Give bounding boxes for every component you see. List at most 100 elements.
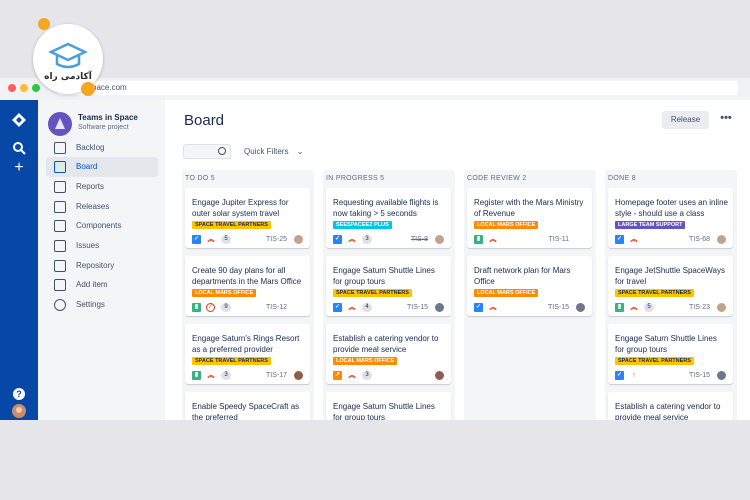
issue-card[interactable]: Engage Jupiter Express for outer solar s… <box>185 188 310 248</box>
quick-filters-dropdown[interactable]: Quick Filters ⌄ <box>244 147 303 156</box>
issue-key[interactable]: TIS-15 <box>406 304 428 311</box>
issue-card[interactable]: Engage Saturn's Rings Resort as a prefer… <box>185 324 310 384</box>
issue-key[interactable]: TIS-12 <box>265 304 287 311</box>
user-avatar[interactable] <box>11 403 27 419</box>
release-button[interactable]: Release <box>662 111 709 129</box>
issue-key[interactable]: TIS-15 <box>688 372 710 379</box>
issue-key[interactable]: TIS-11 <box>548 236 570 243</box>
epic-label: LOCAL MARS OFFICE <box>192 289 257 297</box>
issue-card[interactable]: Establish a catering vendor to provide m… <box>326 324 451 384</box>
issue-card[interactable]: Draft network plan for Mars Office LOCAL… <box>467 256 592 316</box>
sidebar-item-label: Repository <box>76 261 115 270</box>
plus-icon[interactable]: + <box>14 159 24 176</box>
assignee-avatar <box>716 234 727 245</box>
improvement-type-icon: ↗ <box>333 371 342 380</box>
card-summary: Engage JetShuttle SpaceWays for travel <box>615 266 725 286</box>
column-title: IN PROGRESS <box>326 175 378 182</box>
column-title: DONE <box>608 175 630 182</box>
board-icon <box>54 161 66 173</box>
sidebar-item-settings[interactable]: Settings <box>46 295 158 315</box>
board-main: Board Release ••• Quick Filters ⌄ TO DO … <box>165 100 750 420</box>
issue-key[interactable]: TIS-17 <box>265 372 287 379</box>
card-summary: Homepage footer uses an inline style - s… <box>615 198 728 218</box>
assignee-avatar <box>575 302 586 313</box>
card-summary: Engage Saturn's Rings Resort as a prefer… <box>192 334 300 354</box>
issue-card[interactable]: Engage Saturn Shuttle Lines for group to… <box>326 392 451 420</box>
issue-card[interactable]: Create 90 day plans for all departments … <box>185 256 310 316</box>
epic-label: LOCAL MARS OFFICE <box>333 357 398 365</box>
project-sidebar: Teams in Space Software project Backlog … <box>38 100 165 420</box>
column-title: TO DO <box>185 175 209 182</box>
issue-card[interactable]: Engage JetShuttle SpaceWays for travel S… <box>608 256 733 316</box>
issue-card[interactable]: Requesting available flights is now taki… <box>326 188 451 248</box>
board-column-done: DONE 8 Homepage footer uses an inline st… <box>605 170 737 420</box>
jira-logo-icon[interactable] <box>11 112 27 128</box>
epic-label: SEESPACEEZ PLUS <box>333 221 392 229</box>
sidebar-item-releases[interactable]: Releases <box>46 197 158 217</box>
epic-label: SPACE TRAVEL PARTNERS <box>192 357 271 365</box>
sidebar-item-label: Issues <box>76 241 100 250</box>
sidebar-item-repository[interactable]: Repository <box>46 256 158 276</box>
sidebar-item-reports[interactable]: Reports <box>46 177 158 197</box>
minimize-window-dot[interactable] <box>20 84 28 92</box>
epic-label: LOCAL MARS OFFICE <box>474 221 539 229</box>
logo-accent-dot <box>81 82 95 96</box>
project-name: Teams in Space <box>78 113 138 122</box>
assignee-avatar <box>293 234 304 245</box>
issue-card[interactable]: Engage Saturn Shuttle Lines for group to… <box>326 256 451 316</box>
sidebar-item-backlog[interactable]: Backlog <box>46 138 158 158</box>
close-window-dot[interactable] <box>8 84 16 92</box>
help-icon[interactable]: ? <box>11 386 27 402</box>
issue-key[interactable]: TIS-8 <box>410 236 428 243</box>
task-type-icon: ✓ <box>615 371 624 380</box>
issue-key[interactable]: TIS-68 <box>688 236 710 243</box>
more-actions-button[interactable]: ••• <box>720 112 732 124</box>
epic-label: SPACE TRAVEL PARTNERS <box>615 289 694 297</box>
issue-key[interactable]: TIS-23 <box>688 304 710 311</box>
settings-icon <box>54 299 66 311</box>
issue-card[interactable]: Register with the Mars Ministry of Reven… <box>467 188 592 248</box>
task-type-icon: ✓ <box>474 303 483 312</box>
column-count: 5 <box>380 175 385 182</box>
sidebar-item-add-item[interactable]: Add item <box>46 275 158 295</box>
sidebar-item-label: Backlog <box>76 143 105 152</box>
academy-logo: آکادمی راه <box>33 18 103 102</box>
project-avatar <box>48 112 72 136</box>
issue-card[interactable]: Engage Saturn Shuttle Lines for group to… <box>608 324 733 384</box>
sidebar-item-label: Components <box>76 221 122 230</box>
story-type-icon: ▮ <box>192 371 201 380</box>
column-count: 8 <box>631 175 636 182</box>
issue-card[interactable]: Enable Speedy SpaceCraft as the preferre… <box>185 392 310 420</box>
repository-icon <box>54 260 66 272</box>
address-bar[interactable]: space.com <box>58 81 738 95</box>
card-summary: Establish a catering vendor to provide m… <box>333 334 439 354</box>
assignee-avatar <box>434 234 445 245</box>
sidebar-item-components[interactable]: Components <box>46 216 158 236</box>
card-summary: Establish a catering vendor to provide m… <box>615 402 721 420</box>
column-header: TO DO 5 <box>185 175 215 182</box>
maximize-window-dot[interactable] <box>32 84 40 92</box>
column-header: DONE 8 <box>608 175 636 182</box>
sidebar-item-issues[interactable]: Issues <box>46 236 158 256</box>
issue-key[interactable]: TIS-25 <box>265 236 287 243</box>
issue-card[interactable]: Homepage footer uses an inline style - s… <box>608 188 733 248</box>
svg-text:?: ? <box>16 389 22 399</box>
issue-key[interactable]: TIS-15 <box>547 304 569 311</box>
issue-card[interactable]: Establish a catering vendor to provide m… <box>608 392 733 420</box>
board-column-code-review: CODE REVIEW 2 Register with the Mars Min… <box>464 170 596 420</box>
page-title: Board <box>184 112 225 129</box>
background-bottom <box>0 420 750 500</box>
task-type-icon: ✓ <box>333 303 342 312</box>
board-search-input[interactable] <box>183 144 231 159</box>
search-icon[interactable] <box>11 140 27 156</box>
project-type: Software project <box>78 124 129 131</box>
sidebar-item-label: Reports <box>76 182 105 191</box>
column-count: 2 <box>522 175 527 182</box>
priority-highest-icon: ︽ <box>489 304 497 311</box>
sidebar-item-board[interactable]: Board <box>46 157 158 177</box>
card-summary: Draft network plan for Mars Office <box>474 266 571 286</box>
story-points: 5 <box>644 303 654 312</box>
epic-label: LOCAL MARS OFFICE <box>474 289 539 297</box>
add-item-icon <box>54 279 66 291</box>
board-column-todo: TO DO 5 Engage Jupiter Express for outer… <box>182 170 314 420</box>
